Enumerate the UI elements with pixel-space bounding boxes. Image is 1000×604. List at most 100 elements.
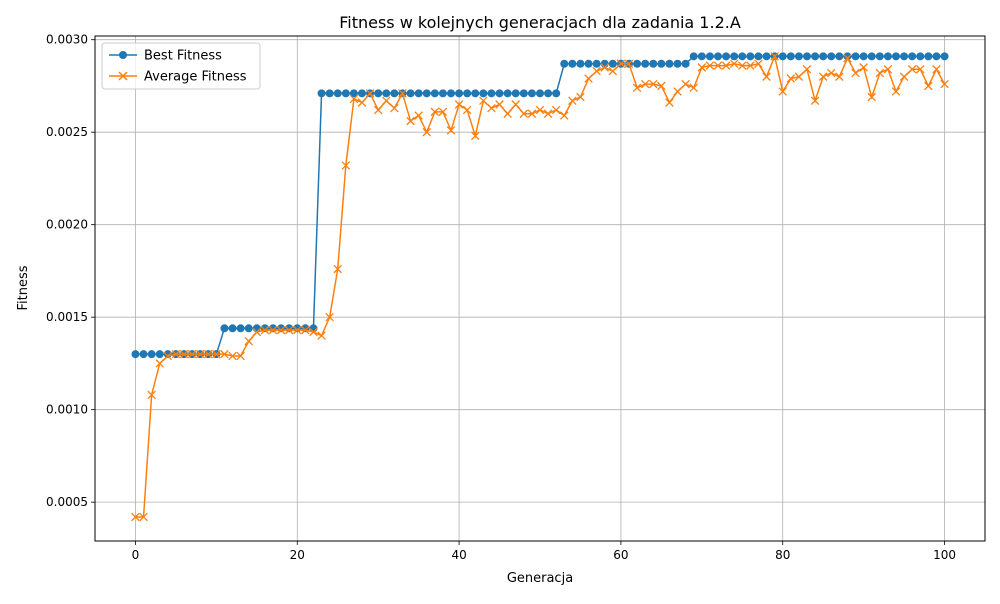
legend: Best Fitness Average Fitness <box>101 42 261 90</box>
data-point <box>940 52 949 61</box>
data-point <box>754 59 763 69</box>
data-point <box>462 105 472 115</box>
data-point <box>851 52 860 61</box>
data-point <box>705 52 714 61</box>
data-point <box>729 59 739 69</box>
data-point <box>147 350 156 359</box>
data-point <box>527 89 536 98</box>
data-point <box>155 359 164 368</box>
y-tick-label: 0.0020 <box>46 218 88 232</box>
data-point <box>907 65 917 74</box>
data-point <box>463 89 472 98</box>
data-point <box>519 109 529 118</box>
data-point <box>916 52 925 61</box>
data-point <box>244 324 253 333</box>
data-point <box>811 52 820 61</box>
data-point <box>147 390 156 400</box>
data-point <box>584 74 593 83</box>
data-point <box>268 325 278 335</box>
data-point <box>721 61 731 70</box>
data-point <box>924 52 933 61</box>
data-point <box>187 349 197 359</box>
data-point <box>576 92 585 102</box>
data-point <box>576 59 585 68</box>
y-tick-label: 0.0005 <box>46 495 88 509</box>
data-point <box>131 350 140 359</box>
data-point <box>406 89 415 98</box>
data-point <box>641 59 650 68</box>
data-point <box>293 325 302 335</box>
data-point <box>867 52 876 61</box>
data-point <box>689 83 698 93</box>
y-axis-label: Fitness <box>16 265 31 310</box>
data-point <box>438 107 448 117</box>
data-point <box>414 89 423 98</box>
data-point <box>269 324 277 333</box>
data-point <box>810 96 820 106</box>
data-point <box>374 89 383 98</box>
data-point <box>560 111 569 120</box>
data-point <box>746 52 755 61</box>
data-point <box>220 324 229 333</box>
data-point <box>681 59 690 68</box>
data-point <box>139 512 148 522</box>
data-point <box>276 325 286 335</box>
legend-label-best-fitness: Best Fitness <box>144 49 222 64</box>
data-point <box>803 52 811 61</box>
x-axis-label: Generacja <box>507 571 573 586</box>
data-point <box>778 52 787 61</box>
data-point <box>398 89 407 98</box>
data-point <box>285 324 294 333</box>
data-point <box>568 59 577 68</box>
data-point <box>899 72 909 81</box>
data-point <box>560 59 569 68</box>
legend-marker-average-fitness <box>118 71 128 81</box>
y-axis-ticks: 0.0005 0.0010 0.0015 0.0020 0.0025 0.0030 <box>46 33 95 509</box>
data-point <box>252 327 262 337</box>
data-point <box>511 89 520 98</box>
data-point <box>665 59 674 68</box>
data-point <box>357 98 367 107</box>
data-point <box>455 89 464 98</box>
data-point <box>633 59 642 68</box>
data-point <box>503 89 512 98</box>
data-point <box>908 52 917 61</box>
data-point <box>835 72 844 81</box>
data-point <box>552 89 561 98</box>
data-point <box>883 65 893 74</box>
data-point <box>325 312 334 322</box>
data-point <box>220 349 229 359</box>
data-point <box>673 87 682 96</box>
data-point <box>616 59 626 69</box>
data-point <box>794 72 804 81</box>
data-point <box>786 52 795 61</box>
data-point <box>204 349 213 359</box>
data-point <box>932 65 941 74</box>
data-point <box>349 89 358 98</box>
data-point <box>924 81 933 91</box>
data-point <box>722 52 731 61</box>
data-point <box>738 61 747 70</box>
data-point <box>746 61 755 70</box>
data-point <box>131 512 140 522</box>
x-tick-label: 60 <box>613 548 628 562</box>
x-axis-ticks: 0 20 40 60 80 100 <box>132 541 956 562</box>
x-tick-label: 80 <box>775 548 790 562</box>
data-point <box>471 89 480 98</box>
y-tick-label: 0.0030 <box>46 33 88 47</box>
data-point <box>892 52 900 61</box>
data-point <box>802 65 812 74</box>
data-point <box>519 89 528 98</box>
data-point <box>859 63 868 72</box>
x-tick-label: 100 <box>933 548 956 562</box>
data-point <box>875 52 884 61</box>
data-point <box>544 89 553 98</box>
data-point <box>236 351 245 361</box>
data-point <box>422 89 431 98</box>
x-tick-label: 20 <box>290 548 305 562</box>
data-point <box>592 66 601 76</box>
data-point <box>543 109 553 118</box>
data-point <box>819 52 828 61</box>
data-point <box>503 109 512 118</box>
